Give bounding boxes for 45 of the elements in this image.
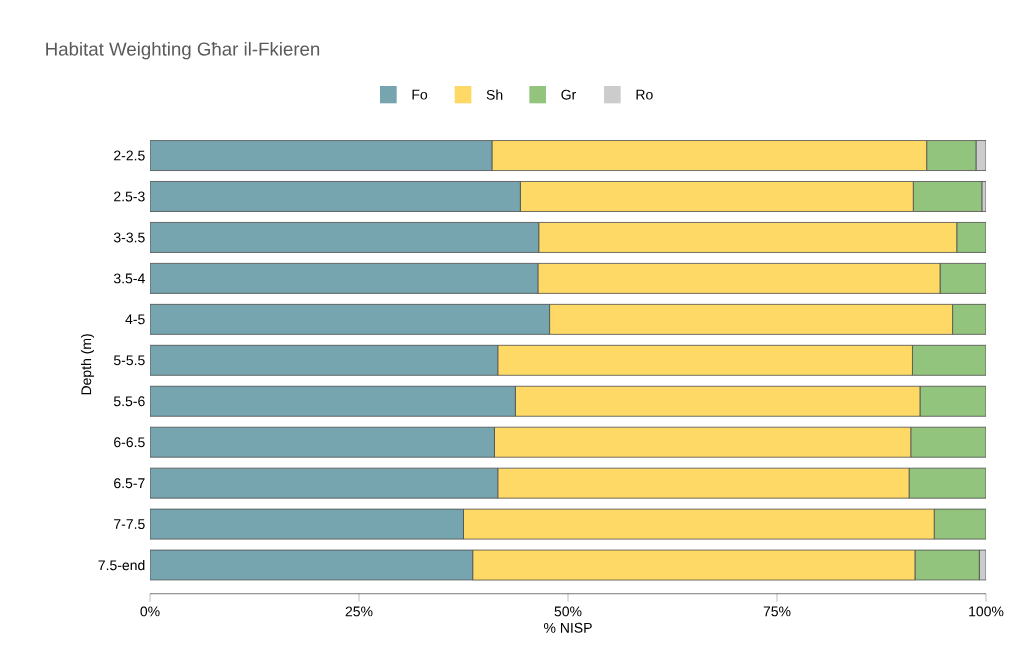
x-tick-label: 75% (763, 606, 791, 617)
y-tick-label: 3.5-4 (113, 273, 145, 284)
y-tick-label: 5.5-6 (113, 396, 145, 407)
bar (150, 222, 540, 253)
y-axis-title: Depth (m) (80, 334, 94, 395)
bar (912, 344, 987, 376)
bar (912, 181, 983, 212)
bar (150, 508, 464, 540)
y-tick-label: 3-3.5 (113, 232, 145, 243)
legend-label: Gr (561, 89, 577, 100)
legend-label: Ro (636, 89, 653, 100)
bar (150, 140, 493, 171)
bar (908, 467, 987, 499)
legend-label: Fo (412, 89, 428, 100)
bar (150, 181, 521, 212)
x-tick-label: 50% (554, 606, 582, 617)
bar (914, 549, 980, 581)
bar (150, 467, 499, 499)
bar (933, 508, 987, 540)
y-tick-label: 4-5 (125, 314, 145, 325)
x-tick-label: 100% (969, 606, 1004, 617)
bar (150, 549, 474, 581)
bar (150, 303, 551, 335)
bar (956, 222, 987, 253)
y-tick-label: 5-5.5 (113, 355, 145, 366)
x-tick-label: 0% (140, 606, 160, 617)
bar (910, 426, 987, 458)
bar (150, 344, 499, 376)
x-axis-title: % NISP (544, 622, 592, 633)
y-tick-label: 6.5-7 (114, 478, 145, 489)
y-tick-label: 6-6.5 (114, 437, 145, 448)
y-tick-label: 7.5-end (98, 559, 145, 571)
x-tick-label: 25% (345, 606, 373, 617)
bar (150, 385, 516, 417)
bar (939, 263, 987, 294)
bar (926, 140, 977, 171)
y-tick-label: 2-2.5 (114, 150, 145, 161)
text: Sh (486, 89, 503, 100)
y-tick-label: 7-7.5 (114, 519, 145, 530)
bar (150, 263, 539, 294)
bar (919, 385, 987, 417)
bar (150, 426, 495, 458)
chart-title: Habitat Weighting Għar il-Fkieren (46, 41, 320, 60)
bar (952, 303, 987, 335)
y-tick-label: 2.5-3 (114, 191, 145, 202)
